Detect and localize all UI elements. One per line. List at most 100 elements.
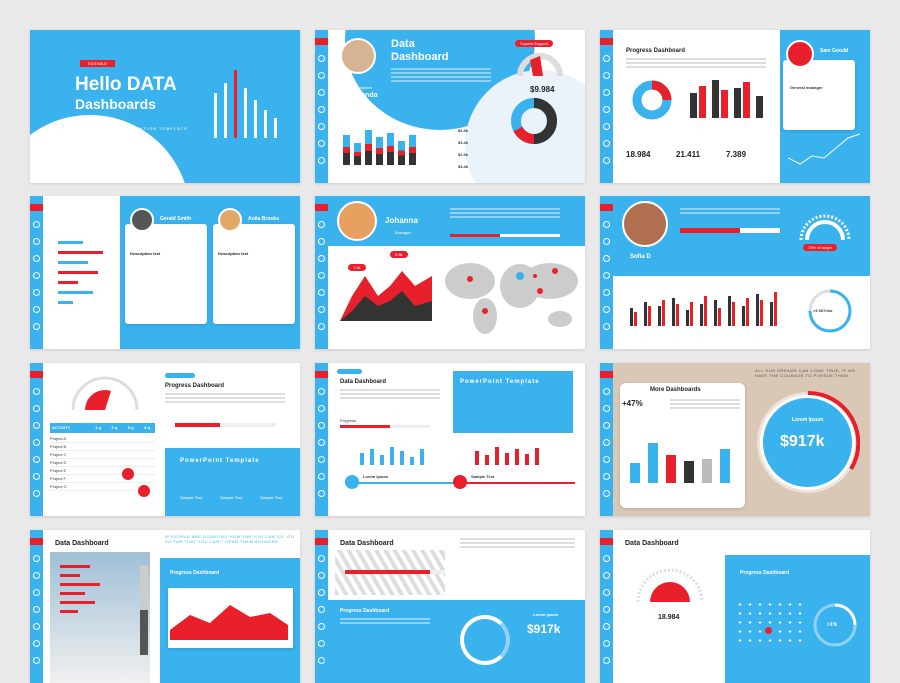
bar xyxy=(515,449,519,465)
ring-chart xyxy=(808,289,852,333)
slide-activity-table[interactable]: ACTIVITY 1 q 2 q 3 q 4 q Project A Project … xyxy=(30,363,300,516)
stat-1: 18.984 xyxy=(626,150,651,159)
slide-hello-data[interactable]: EDITABLE Hello DATA Dashboards POWERPOIN… xyxy=(30,30,300,183)
person-role: Description xyxy=(352,85,373,90)
world-map xyxy=(445,263,578,334)
timeline-node xyxy=(345,475,359,489)
bar-chart-mini xyxy=(212,70,282,138)
avatar xyxy=(340,38,376,74)
bar xyxy=(525,454,529,465)
progress-bar xyxy=(175,423,275,427)
bar xyxy=(702,459,712,483)
desc-1: Description text xyxy=(130,251,161,256)
table-row: Project E xyxy=(50,467,155,475)
bar xyxy=(380,455,384,465)
tag-label-2: 2.5k xyxy=(390,251,408,258)
bar xyxy=(644,302,647,326)
bar xyxy=(234,70,237,138)
hbar xyxy=(58,261,88,264)
bar xyxy=(224,83,227,138)
slide-powerpoint-template[interactable]: Data Dashboard Progress PowerPoint Templ… xyxy=(315,363,585,516)
gauge-pct: 75% of target xyxy=(803,244,837,251)
slide-data-dashboard-11[interactable]: Data Dashboard Progress Dashboard Lorem … xyxy=(315,530,585,683)
bar-chart xyxy=(630,438,740,483)
hbar xyxy=(60,574,80,577)
bar xyxy=(704,296,707,326)
bar xyxy=(264,110,267,138)
bar-chart xyxy=(690,78,770,118)
sidebar-icons xyxy=(30,363,43,516)
progress-bar xyxy=(450,234,560,237)
table-row: Project C xyxy=(50,451,155,459)
bar xyxy=(686,310,689,326)
vertical-progress xyxy=(140,565,148,655)
bar xyxy=(274,118,277,138)
name-2: Anita Brooks xyxy=(248,216,280,222)
sidebar-icons xyxy=(315,530,328,683)
slide-team-cards[interactable]: Gerald Smith Anita Brooks Description te… xyxy=(30,196,300,349)
bar xyxy=(214,93,217,138)
name-1: Gerald Smith xyxy=(160,216,192,222)
bar xyxy=(721,90,728,118)
value-arc xyxy=(807,391,860,471)
legend-2: $3.4k xyxy=(458,140,469,145)
sidebar-icons xyxy=(30,530,43,683)
slide-progress-dashboard[interactable]: Progress Dashboard 18.984 21.411 7.389 S… xyxy=(600,30,870,183)
bar xyxy=(732,302,735,326)
ring-value: $917k xyxy=(527,622,561,636)
bar xyxy=(360,453,364,465)
bar xyxy=(630,463,640,483)
bar xyxy=(535,448,539,465)
bar xyxy=(365,130,372,165)
bar xyxy=(400,451,404,465)
col-head: 2 q xyxy=(111,425,118,430)
slide-more-dashboards[interactable]: More Dashboards +47% ALL OUR DREAMS CAN … xyxy=(600,363,870,516)
quote: ALL OUR DREAMS CAN COME TRUE, IF WE HAVE… xyxy=(755,368,856,378)
bar xyxy=(505,453,509,465)
bar xyxy=(387,133,394,165)
line-chart xyxy=(788,133,861,165)
gauge xyxy=(636,568,704,603)
value-label: $9.984 xyxy=(530,85,555,94)
ring-value: $917k xyxy=(780,433,825,450)
bar xyxy=(658,306,661,326)
bar xyxy=(495,447,499,465)
editable-badge: EDITABLE xyxy=(80,60,116,67)
col-head: 3 q xyxy=(127,425,134,430)
activity-header: ACTIVITY xyxy=(52,425,71,430)
bar xyxy=(712,80,719,118)
template-panel xyxy=(453,371,573,433)
area-chart xyxy=(170,605,288,640)
slide-johanna-map[interactable]: Johanna Manager 1.4k 2.5k xyxy=(315,196,585,349)
text-block xyxy=(670,399,740,411)
person-name: Sofia D xyxy=(630,254,651,260)
ring-value: >1% xyxy=(827,622,838,628)
stacked-bars xyxy=(343,125,423,165)
bar xyxy=(728,296,731,326)
bar xyxy=(343,135,350,165)
gauge xyxy=(517,53,563,77)
legend-3: $2.9k xyxy=(458,152,469,157)
progress-bar xyxy=(345,570,445,574)
stat-2: 21.411 xyxy=(676,150,701,159)
table-row: Project D xyxy=(50,459,155,467)
slide-data-dashboard-10[interactable]: Data Dashboard IF PEOPLE ARE DOUBTING HO… xyxy=(30,530,300,683)
slide-sofia-bars[interactable]: Sofia D 75% of target >9 967/mo xyxy=(600,196,870,349)
bar xyxy=(630,308,633,326)
bar xyxy=(666,455,676,483)
avatar xyxy=(218,208,242,232)
table-row: Project F xyxy=(50,475,155,483)
text-block xyxy=(450,208,560,220)
bar xyxy=(746,298,749,326)
bar xyxy=(390,447,394,465)
slide-data-dashboard-12[interactable]: Data Dashboard 18.984 Progress Dashboard… xyxy=(600,530,870,683)
slide-title: More Dashboards xyxy=(650,387,701,393)
text-block xyxy=(340,618,430,626)
text-block xyxy=(680,208,780,216)
template-panel xyxy=(165,448,300,516)
slide-title: Data Dashboard xyxy=(391,38,449,63)
slide-data-dashboard-amanda[interactable]: Description Amanda Data Dashboard Superb… xyxy=(315,30,585,183)
calendar-grid xyxy=(735,600,805,645)
slide-title: Data Dashboard xyxy=(55,540,109,547)
bar xyxy=(409,135,416,165)
